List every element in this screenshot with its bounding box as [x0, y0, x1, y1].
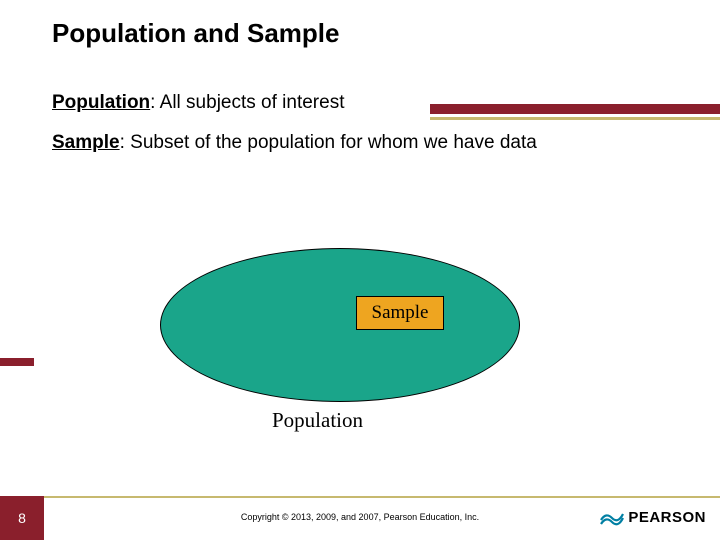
accent-lines: [430, 104, 720, 120]
population-term: Population: [52, 92, 150, 113]
footer: 8 Copyright © 2013, 2009, and 2007, Pear…: [0, 496, 720, 540]
population-ellipse: [160, 248, 520, 402]
left-accent-tick: [0, 358, 34, 366]
sample-box: Sample: [356, 296, 444, 330]
definition-sample: Sample: Subset of the population for who…: [52, 131, 680, 155]
population-text: : All subjects of interest: [150, 92, 344, 113]
sample-text: : Subset of the population for whom we h…: [120, 132, 537, 153]
accent-bar-thick: [430, 104, 720, 114]
sample-term: Sample: [52, 132, 120, 153]
brand-wave-icon: [600, 506, 624, 528]
brand-name: PEARSON: [628, 509, 706, 526]
sample-box-label: Sample: [372, 302, 429, 324]
slide-title: Population and Sample: [52, 18, 720, 49]
title-area: Population and Sample: [0, 0, 720, 49]
footer-divider: [44, 496, 720, 498]
accent-bar-thin: [430, 117, 720, 120]
population-ellipse-label: Population: [272, 408, 363, 433]
venn-diagram: Sample Population: [160, 248, 540, 448]
content-area: Population: All subjects of interest Sam…: [0, 49, 720, 155]
brand-logo: PEARSON: [600, 506, 706, 528]
